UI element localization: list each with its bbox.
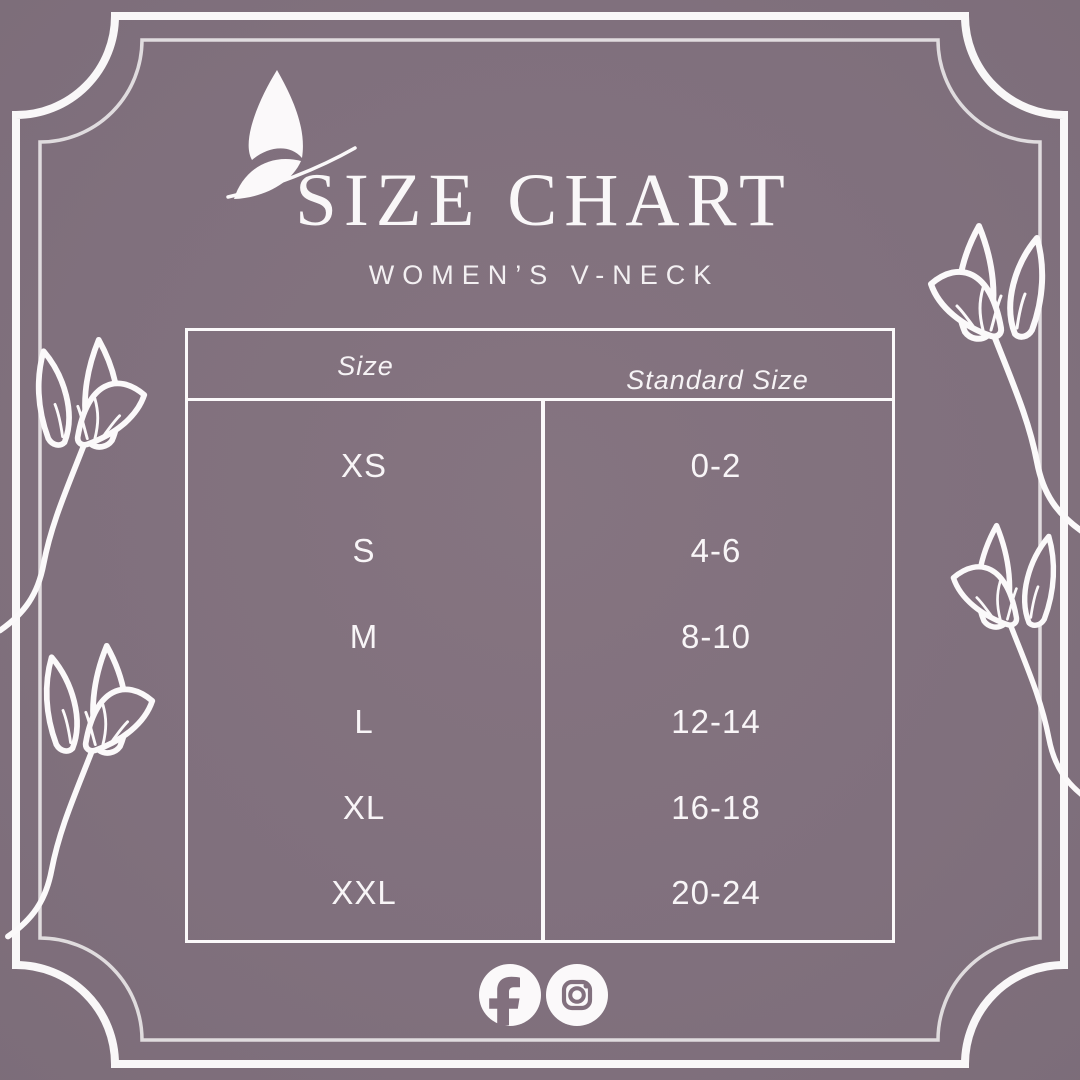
size-cell: XXL (331, 874, 397, 912)
size-cell: M (349, 617, 379, 655)
table-row: L 12-14 (188, 680, 892, 766)
size-cell: XL (342, 788, 386, 826)
standard-size-cell: 4-6 (690, 532, 742, 570)
table-row: XL 16-18 (188, 765, 892, 851)
butterfly-icon (226, 70, 357, 199)
column-divider (541, 401, 545, 940)
table-header-row: Size Standard Size (188, 331, 892, 401)
standard-size-cell: 20-24 (671, 874, 761, 912)
table-row: S 4-6 (188, 509, 892, 595)
size-table: Size Standard Size XS 0-2 S 4-6 M 8-10 L… (185, 328, 895, 943)
table-row: M 8-10 (188, 594, 892, 680)
facebook-icon[interactable] (479, 964, 541, 1026)
standard-size-cell: 16-18 (671, 788, 761, 826)
size-cell: L (354, 703, 374, 741)
page-title: SIZE CHART (295, 159, 792, 242)
instagram-icon[interactable] (546, 964, 608, 1026)
size-cell: XS (340, 446, 388, 484)
table-row: XXL 20-24 (188, 851, 892, 937)
standard-size-cell: 8-10 (680, 617, 752, 655)
column-header-size: Size (337, 351, 394, 381)
column-header-standard-size: Standard Size (626, 365, 809, 395)
page-subtitle: WOMEN’S V-NECK (368, 260, 720, 290)
table-body: XS 0-2 S 4-6 M 8-10 L 12-14 XL 16-18 XXL… (188, 401, 892, 940)
double-line-frame (12, 12, 1068, 1068)
size-cell: S (352, 532, 376, 570)
standard-size-cell: 12-14 (671, 703, 761, 741)
standard-size-cell: 0-2 (690, 446, 742, 484)
table-row: XS 0-2 (188, 423, 892, 509)
